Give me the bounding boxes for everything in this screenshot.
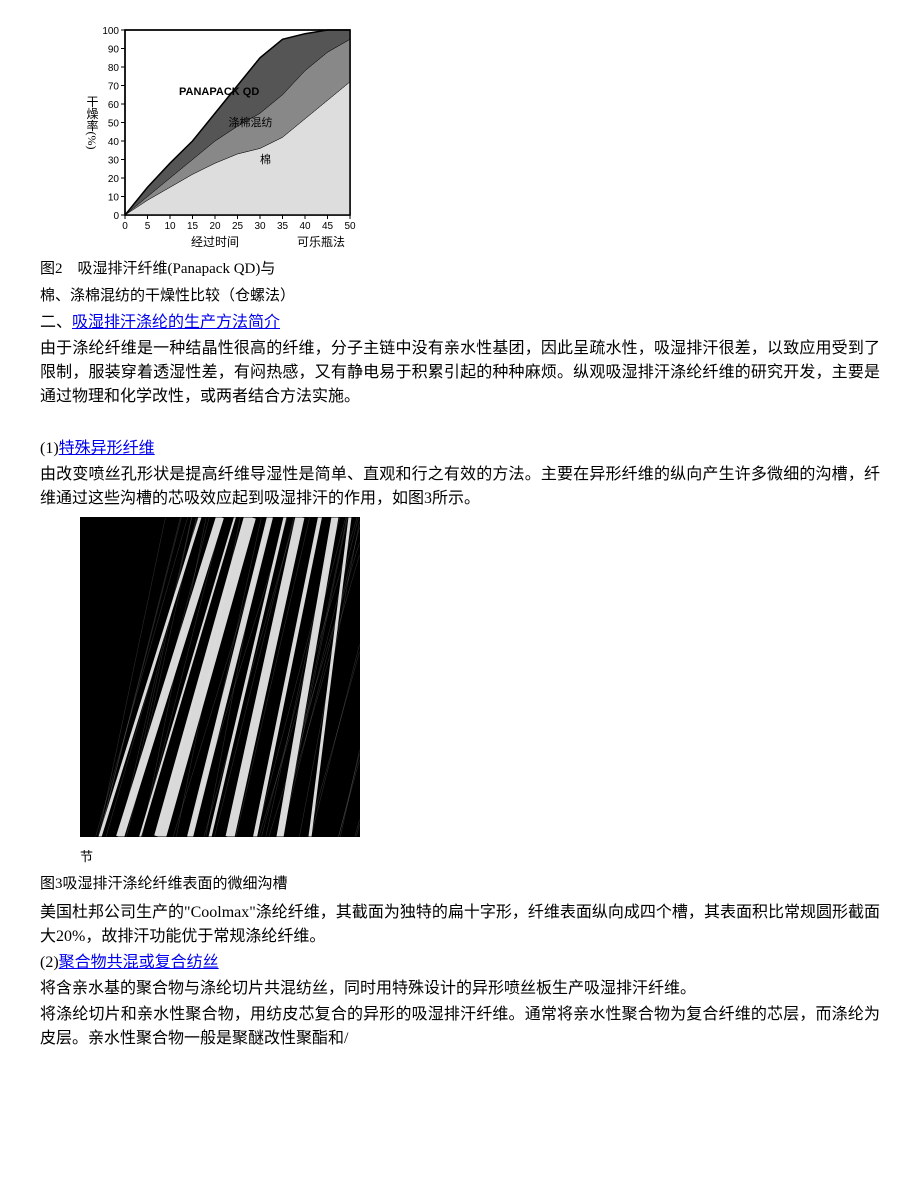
section-2-link[interactable]: 吸湿排汗涤纶的生产方法简介 — [72, 314, 280, 331]
figure-3-bottom-label: 节 — [80, 847, 880, 867]
svg-text:70: 70 — [108, 82, 120, 93]
figure-3-image — [80, 517, 880, 845]
subsection-2-prefix: (2) — [40, 954, 59, 971]
svg-text:20: 20 — [209, 221, 221, 232]
svg-text:0: 0 — [122, 221, 128, 232]
svg-text:50: 50 — [108, 119, 120, 130]
svg-text:30: 30 — [254, 221, 266, 232]
svg-text:10: 10 — [164, 221, 176, 232]
svg-text:20: 20 — [108, 174, 120, 185]
svg-text:100: 100 — [102, 26, 119, 37]
svg-text:80: 80 — [108, 63, 120, 74]
paragraph-4: 将含亲水基的聚合物与涤纶切片共混纺丝，同时用特殊设计的异形喷丝板生产吸湿排汗纤维… — [40, 977, 880, 1001]
svg-text:经过时间: 经过时间 — [191, 235, 239, 249]
figure-2-caption-line2: 棉、涤棉混纺的干燥性比较（仓螺法） — [40, 285, 880, 308]
subsection-1-prefix: (1) — [40, 440, 59, 457]
svg-text:40: 40 — [299, 221, 311, 232]
subsection-2-title: (2)聚合物共混或复合纺丝 — [40, 951, 880, 975]
subsection-2-link[interactable]: 聚合物共混或复合纺丝 — [59, 954, 219, 971]
svg-text:60: 60 — [108, 100, 120, 111]
svg-text:25: 25 — [232, 221, 244, 232]
paragraph-5: 将涤纶切片和亲水性聚合物，用纺皮芯复合的异形的吸湿排汗纤维。通常将亲水性聚合物为… — [40, 1003, 880, 1051]
paragraph-3: 美国杜邦公司生产的"Coolmax"涤纶纤维，其截面为独特的扁十字形，纤维表面纵… — [40, 901, 880, 949]
svg-text:50: 50 — [344, 221, 356, 232]
svg-text:可乐瓶法: 可乐瓶法 — [297, 235, 345, 249]
svg-text:0: 0 — [113, 211, 119, 222]
svg-text:10: 10 — [108, 193, 120, 204]
svg-text:棉: 棉 — [260, 152, 271, 166]
figure-3-caption: 图3吸湿排汗涤纶纤维表面的微细沟槽 — [40, 873, 880, 896]
section-2-title: 二、吸湿排汗涤纶的生产方法简介 — [40, 311, 880, 335]
svg-text:涤棉混纺: 涤棉混纺 — [229, 115, 273, 129]
subsection-1-title: (1)特殊异形纤维 — [40, 437, 880, 461]
svg-text:45: 45 — [322, 221, 334, 232]
section-2-prefix: 二、 — [40, 314, 72, 331]
subsection-1-link[interactable]: 特殊异形纤维 — [59, 440, 155, 457]
svg-text:5: 5 — [145, 221, 151, 232]
svg-text:15: 15 — [187, 221, 199, 232]
svg-text:90: 90 — [108, 45, 120, 56]
paragraph-1: 由于涤纶纤维是一种结晶性很高的纤维，分子主链中没有亲水性基团，因此呈疏水性，吸湿… — [40, 337, 880, 409]
svg-text:30: 30 — [108, 156, 120, 167]
figure-2-caption-line1: 图2 吸湿排汗纤维(Panapack QD)与 — [40, 258, 880, 281]
paragraph-2: 由改变喷丝孔形状是提高纤维导湿性是简单、直观和行之有效的方法。主要在异形纤维的纵… — [40, 463, 880, 511]
svg-text:40: 40 — [108, 137, 120, 148]
figure-2-chart: 0 10 20 30 40 50 60 70 80 90 100 0 5 10 15 20 25 30 35 40 45… — [80, 20, 880, 250]
svg-text:35: 35 — [277, 221, 289, 232]
svg-text:PANAPACK QD: PANAPACK QD — [179, 86, 259, 98]
drying-rate-chart: 0 10 20 30 40 50 60 70 80 90 100 0 5 10 15 20 25 30 35 40 45… — [80, 20, 360, 250]
fiber-micrograph — [80, 517, 360, 837]
svg-text:干燥率(%): 干燥率(%) — [85, 96, 99, 150]
